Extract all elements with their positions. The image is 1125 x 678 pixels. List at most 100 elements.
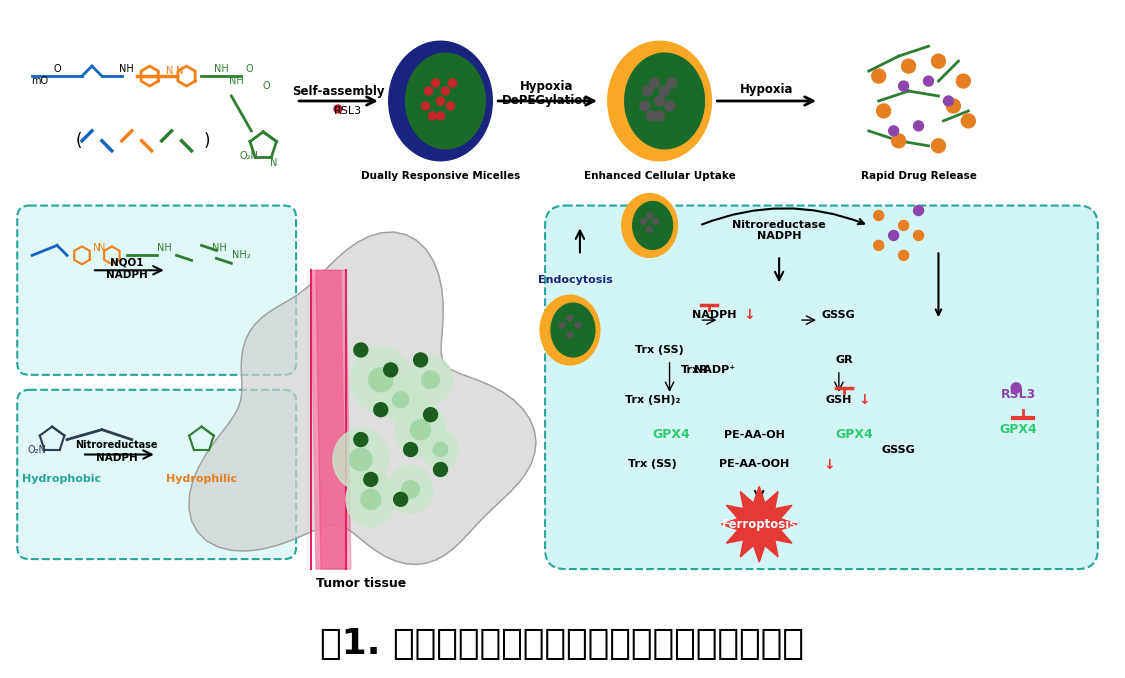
Text: N: N [165,66,173,76]
Circle shape [932,54,945,68]
Ellipse shape [351,347,411,413]
Circle shape [647,212,652,218]
Circle shape [956,74,971,88]
Text: Ferroptosis: Ferroptosis [721,518,796,531]
Text: ↓: ↓ [744,308,755,322]
Circle shape [414,353,428,367]
Polygon shape [310,271,345,569]
Circle shape [932,139,945,153]
Text: ): ) [204,132,209,150]
Text: Hydrophobic: Hydrophobic [22,475,101,484]
Circle shape [374,403,388,417]
Circle shape [411,420,431,439]
Circle shape [422,371,439,388]
Text: GSSG: GSSG [882,445,916,454]
Ellipse shape [389,465,432,513]
Polygon shape [721,486,796,562]
Circle shape [361,490,380,509]
Ellipse shape [608,41,711,161]
Text: RSL3: RSL3 [1000,388,1036,401]
Text: GPX4: GPX4 [835,428,873,441]
Text: GSH: GSH [826,395,852,405]
Circle shape [962,114,975,128]
Text: Trx (SH)₂: Trx (SH)₂ [626,395,681,405]
Circle shape [874,211,883,220]
Circle shape [892,134,906,148]
Circle shape [334,105,342,113]
Text: Trx (SS): Trx (SS) [628,460,677,469]
Text: NADP⁺: NADP⁺ [694,365,735,375]
Circle shape [640,101,649,111]
Text: GR: GR [835,355,853,365]
Text: Hydrophilic: Hydrophilic [165,475,237,484]
Circle shape [429,112,436,120]
Circle shape [433,442,448,457]
Circle shape [655,96,665,106]
Text: Dually Responsive Micelles: Dually Responsive Micelles [361,171,520,180]
Text: NH: NH [158,243,172,254]
Circle shape [432,79,440,87]
Text: Trx (SS): Trx (SS) [636,345,684,355]
Text: NH₂: NH₂ [232,250,251,260]
Circle shape [449,79,457,87]
Text: PE-AA-OH: PE-AA-OH [723,430,784,439]
Circle shape [404,443,417,456]
Circle shape [642,86,652,96]
Text: O₂N: O₂N [240,151,259,161]
Circle shape [889,231,899,241]
Circle shape [575,322,580,328]
Circle shape [559,322,565,328]
Circle shape [447,102,454,110]
Ellipse shape [540,295,600,365]
Circle shape [914,231,924,241]
Text: 图1. 缺氧敏感高分子增敏肿瘤细胞铁死亡示意图: 图1. 缺氧敏感高分子增敏肿瘤细胞铁死亡示意图 [321,626,804,661]
Text: O: O [53,64,61,74]
Text: NH: NH [229,76,244,86]
Circle shape [402,481,420,498]
Circle shape [441,87,450,95]
Circle shape [567,332,573,338]
Text: DePEGylation: DePEGylation [502,94,592,108]
Circle shape [655,111,665,121]
Ellipse shape [406,53,485,148]
Circle shape [899,250,909,260]
Text: O₂N: O₂N [28,445,46,454]
Text: NQO1: NQO1 [110,258,144,267]
Circle shape [889,126,899,136]
Ellipse shape [632,201,673,250]
Text: O: O [245,64,253,74]
Circle shape [924,76,934,86]
Circle shape [649,78,659,88]
Circle shape [901,59,916,73]
Text: N: N [176,66,183,76]
Circle shape [876,104,891,118]
Circle shape [659,86,669,96]
Circle shape [1011,383,1022,393]
Text: NH: NH [214,64,228,74]
Text: PE-AA-OOH: PE-AA-OOH [719,460,790,469]
Text: Hypoxia: Hypoxia [521,79,574,92]
Ellipse shape [396,402,446,457]
Circle shape [647,111,657,121]
Text: mO: mO [32,76,48,86]
Ellipse shape [408,356,452,404]
Circle shape [914,121,924,131]
Circle shape [944,96,953,106]
Circle shape [652,218,658,224]
Circle shape [354,343,368,357]
Ellipse shape [624,53,704,148]
Circle shape [899,81,909,91]
Polygon shape [189,232,536,565]
Ellipse shape [345,472,396,527]
Circle shape [874,241,883,250]
Text: NH: NH [212,243,227,254]
Circle shape [433,462,448,477]
Text: O: O [262,81,270,91]
Text: Tumor tissue: Tumor tissue [316,578,406,591]
Text: NADPH: NADPH [106,271,147,280]
Text: N: N [270,158,277,167]
Circle shape [369,368,393,392]
Text: ↓: ↓ [858,393,870,407]
Text: N: N [93,243,100,254]
Ellipse shape [622,194,677,258]
